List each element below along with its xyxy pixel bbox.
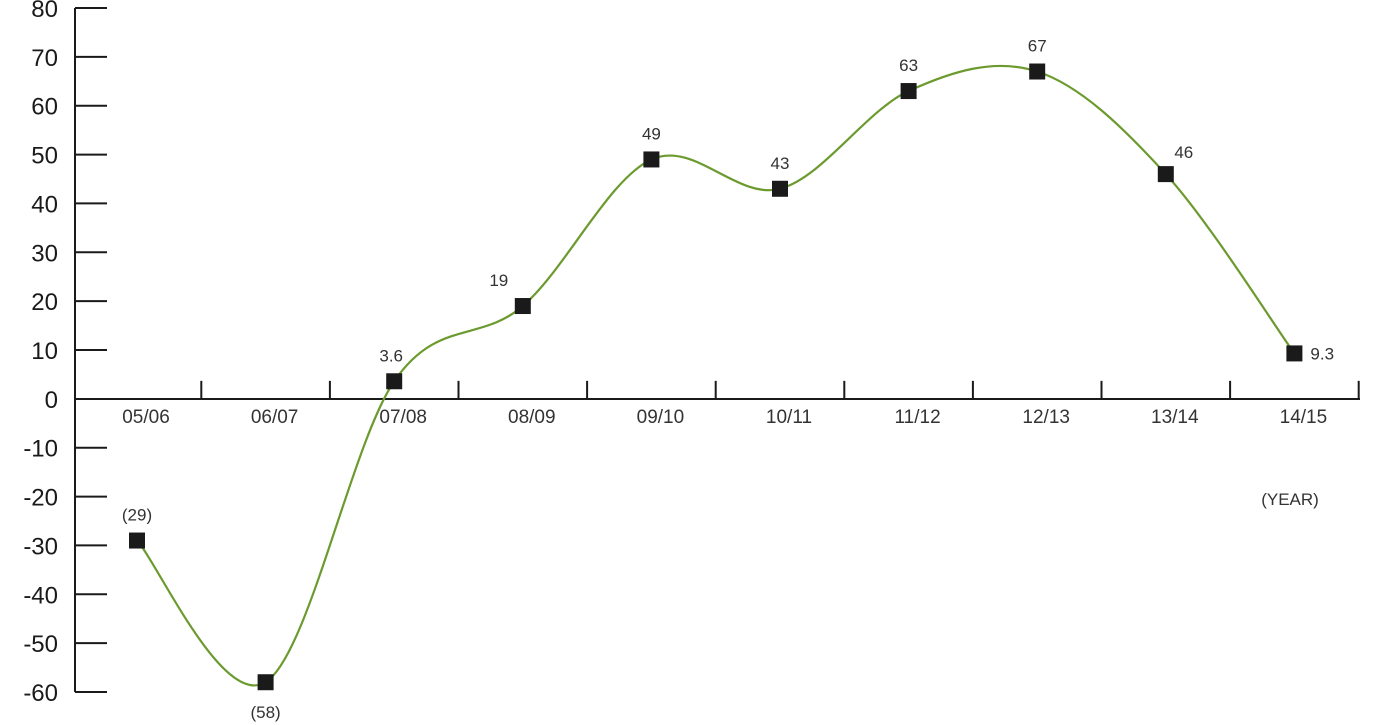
y-tick-label: 10 <box>31 338 58 365</box>
series-line <box>136 64 1296 687</box>
y-axis-ticks: 80 70 60 50 40 30 20 10 0 -10 -20 -30 -40 -50 -60 <box>23 0 107 707</box>
data-point-marker <box>386 373 403 390</box>
y-tick-label: 80 <box>31 0 58 23</box>
x-tick-label: 11/12 <box>895 407 941 428</box>
data-label: 43 <box>771 154 790 173</box>
x-tick-label: 14/15 <box>1280 407 1328 428</box>
x-tick-label: 05/06 <box>122 407 170 428</box>
y-tick-label: 20 <box>31 289 58 316</box>
data-label: (29) <box>122 506 152 525</box>
x-axis-ticks: 05/06 06/07 07/08 08/09 09/10 10/11 11/12 12/13… <box>122 380 1360 428</box>
chart-axes <box>74 8 1360 692</box>
y-tick-label: -40 <box>23 582 58 609</box>
y-tick-label: -10 <box>23 436 58 463</box>
data-label: 67 <box>1028 37 1047 56</box>
data-label: 19 <box>489 271 508 290</box>
y-tick-label: 60 <box>31 94 58 121</box>
x-tick-label: 12/13 <box>1022 407 1070 428</box>
data-point-marker <box>514 298 531 315</box>
data-point-marker <box>1157 166 1174 183</box>
data-label: 63 <box>899 56 918 75</box>
data-label: 46 <box>1174 143 1193 162</box>
data-label: 9.3 <box>1310 344 1334 363</box>
data-markers <box>129 63 1303 691</box>
data-label: 49 <box>642 124 661 143</box>
data-point-marker <box>1286 345 1303 362</box>
x-tick-label: 09/10 <box>637 407 685 428</box>
x-tick-label: 07/08 <box>379 407 427 428</box>
data-point-marker <box>643 151 660 168</box>
y-tick-label: -50 <box>23 631 58 658</box>
data-point-marker <box>129 532 145 549</box>
x-axis-unit-label: (YEAR) <box>1261 490 1319 509</box>
y-tick-label: 0 <box>45 387 58 414</box>
x-tick-label: 10/11 <box>766 407 812 428</box>
data-point-marker <box>772 180 788 197</box>
y-tick-label: -20 <box>23 485 58 512</box>
y-tick-label: 70 <box>31 45 58 72</box>
y-tick-label: -60 <box>23 680 58 707</box>
y-tick-label: -30 <box>23 533 58 560</box>
x-tick-label: 13/14 <box>1151 407 1199 428</box>
data-point-marker <box>900 83 917 100</box>
data-point-marker <box>257 674 274 691</box>
data-point-marker <box>1029 63 1046 80</box>
y-tick-label: 40 <box>31 191 58 218</box>
data-labels: (29) (58) 3.6 19 49 43 63 67 46 9.3 <box>122 37 1334 723</box>
data-label: (58) <box>250 703 280 722</box>
x-tick-label: 06/07 <box>251 407 299 428</box>
data-label: 3.6 <box>379 346 403 365</box>
y-tick-label: 30 <box>31 240 58 267</box>
y-tick-label: 50 <box>31 143 58 170</box>
x-tick-label: 08/09 <box>508 407 556 428</box>
